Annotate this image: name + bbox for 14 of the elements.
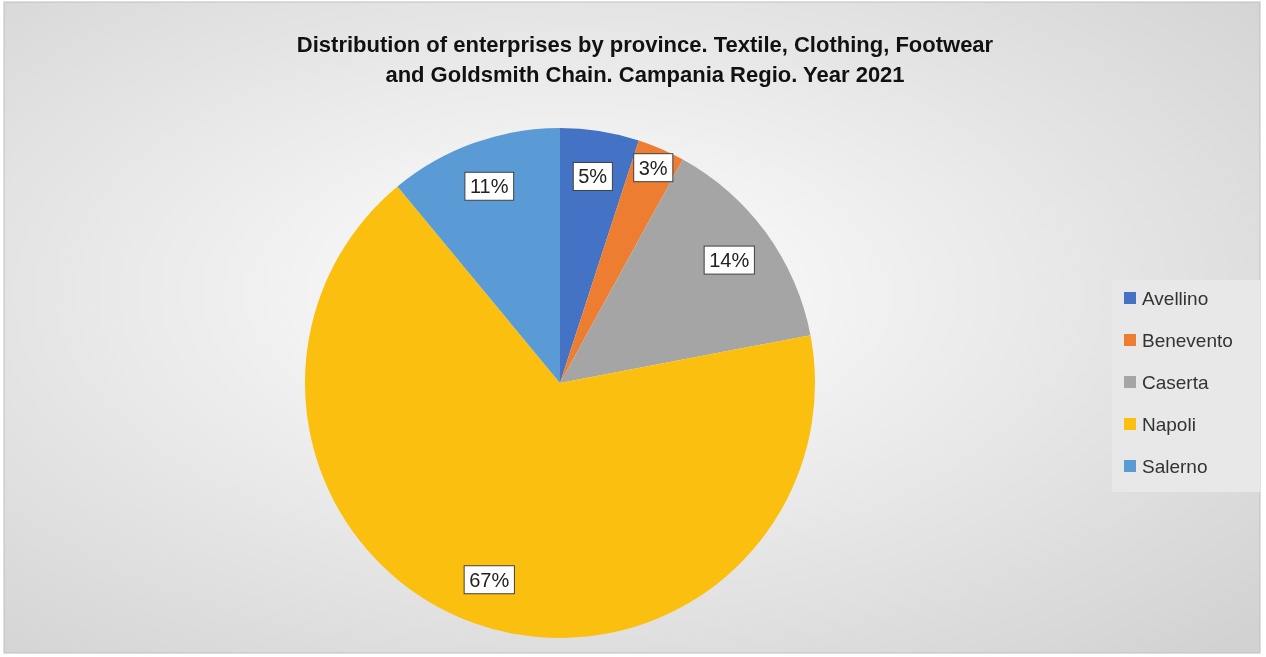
legend-label: Avellino	[1142, 287, 1209, 309]
data-label: 3%	[638, 156, 668, 179]
legend-label: Napoli	[1142, 413, 1196, 435]
pie-slice	[560, 128, 639, 383]
pie-slice	[560, 159, 811, 383]
chart-title: Distribution of enterprises by province. Textile, Clothing, Footwear and Goldsmith Chain. Campania Regio. Year 2021	[296, 32, 994, 87]
data-label: 67%	[469, 568, 510, 591]
data-label: 14%	[709, 249, 750, 272]
pie-slice	[397, 128, 560, 383]
legend-label: Benevento	[1142, 329, 1233, 351]
legend-label: Caserta	[1142, 371, 1209, 393]
data-label: 5%	[578, 165, 608, 188]
legend-label: Salerno	[1142, 455, 1208, 477]
data-label: 11%	[469, 175, 509, 198]
